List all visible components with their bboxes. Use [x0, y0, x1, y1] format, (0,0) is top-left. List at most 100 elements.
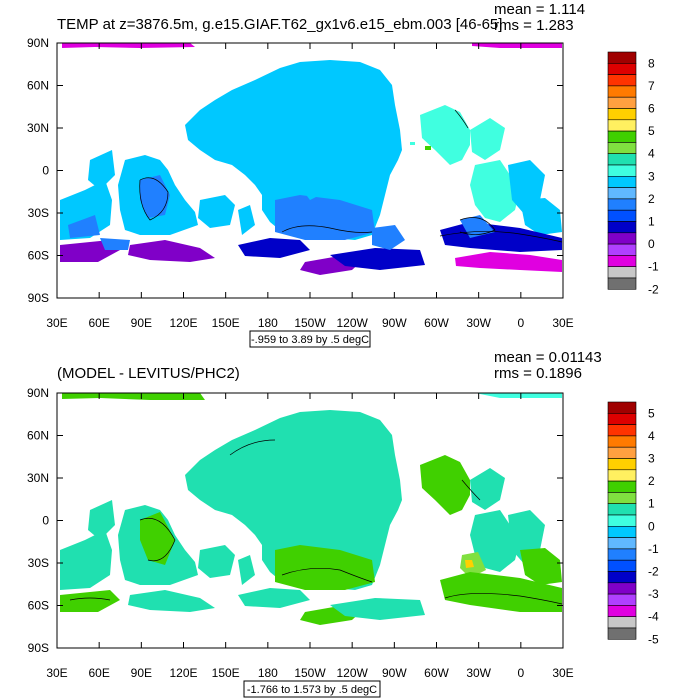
colorbar-swatch	[607, 559, 637, 572]
range-label: -1.766 to 1.573 by .5 degC	[247, 684, 377, 696]
colorbar-label: -4	[648, 610, 659, 624]
colorbar-swatch	[607, 435, 637, 448]
panel-title: (MODEL - LEVITUS/PHC2)	[57, 365, 240, 382]
colorbar-swatch	[607, 130, 637, 143]
colorbar-swatch	[607, 51, 637, 64]
panel-title: TEMP at z=3876.5m, g.e15.GIAF.T62_gx1v6.…	[57, 16, 502, 33]
colorbar-swatch	[607, 593, 637, 606]
x-tick-label: 90E	[131, 666, 152, 680]
colorbar-swatch	[607, 232, 637, 245]
x-tick-label: 0	[517, 666, 524, 680]
colorbar-label: 4	[648, 147, 655, 161]
colorbar-swatch	[607, 62, 637, 75]
colorbar: 8 7 6 5 4 3 2 1 0 -1 -2	[607, 51, 659, 296]
range-label: -.959 to 3.89 by .5 degC	[251, 334, 369, 346]
y-ticks: 90N 60N 30N 0 30S 60S 90S	[27, 36, 563, 305]
colorbar-swatch	[607, 164, 637, 177]
x-tick-label: 120W	[336, 316, 368, 330]
colorbar-swatch	[607, 537, 637, 550]
colorbar-swatch	[607, 412, 637, 425]
x-tick-label: 90W	[382, 666, 407, 680]
colorbar-swatch	[607, 85, 637, 98]
colorbar-label: -2	[648, 282, 659, 296]
colorbar-label: 7	[648, 79, 655, 93]
colorbar: 5 4 3 2 1 0 -1 -2 -3 -4 -5	[607, 401, 659, 646]
colorbar-label: -5	[648, 632, 659, 646]
colorbar-swatch	[607, 446, 637, 459]
x-tick-label: 150W	[294, 316, 326, 330]
x-tick-label: 30E	[46, 666, 67, 680]
colorbar-swatch	[607, 142, 637, 154]
x-ticks: 30E 60E 90E 120E 150E 180 150W 120W 90W 60W 30W 0 30…	[46, 43, 574, 330]
y-tick-label: 60S	[28, 249, 49, 263]
colorbar-swatch	[607, 525, 637, 538]
x-tick-label: 60W	[424, 666, 449, 680]
colorbar-swatch	[607, 96, 637, 109]
colorbar-label: -1	[648, 542, 659, 556]
y-tick-label: 0	[42, 514, 49, 528]
colorbar-label: 5	[648, 406, 655, 420]
colorbar-label: 6	[648, 102, 655, 116]
colorbar-swatch	[607, 119, 637, 132]
y-tick-label: 90S	[28, 291, 49, 305]
y-tick-label: 60N	[27, 429, 49, 443]
colorbar-label: 0	[648, 237, 655, 251]
colorbar-swatch	[607, 74, 637, 87]
colorbar-label: 5	[648, 124, 655, 138]
y-tick-label: 60S	[28, 599, 49, 613]
range-box	[249, 330, 371, 348]
colorbar-swatch	[607, 277, 637, 290]
colorbar-swatch	[607, 187, 637, 200]
colorbar-label: 1	[648, 215, 655, 229]
colorbar-swatch	[607, 266, 637, 279]
colorbar-swatch	[607, 198, 637, 211]
colorbar-label: -2	[648, 565, 659, 579]
colorbar-label: -1	[648, 260, 659, 274]
colorbar-swatch	[607, 108, 637, 121]
colorbar-label: 8	[648, 56, 655, 70]
colorbar-swatch	[607, 458, 637, 471]
colorbar-swatch	[607, 209, 637, 222]
y-tick-label: 90N	[27, 386, 49, 400]
y-tick-label: 60N	[27, 79, 49, 93]
x-tick-label: 60W	[424, 316, 449, 330]
colorbar-label: 1	[648, 497, 655, 511]
x-tick-label: 0	[517, 316, 524, 330]
x-tick-label: 120W	[336, 666, 368, 680]
colorbar-swatch	[607, 582, 637, 595]
x-tick-label: 60E	[88, 316, 109, 330]
map-area	[60, 43, 563, 275]
panel-temp: TEMP at z=3876.5m, g.e15.GIAF.T62_gx1v6.…	[27, 1, 659, 348]
x-tick-label: 30E	[552, 666, 573, 680]
colorbar-swatch	[607, 221, 637, 234]
x-tick-label: 150E	[212, 316, 240, 330]
colorbar-label: 2	[648, 192, 655, 206]
x-tick-label: 30W	[466, 316, 491, 330]
mean-label: mean = 1.114	[494, 1, 585, 18]
y-ticks: 90N 60N 30N 0 30S 60S 90S	[27, 386, 563, 655]
colorbar-swatch	[607, 627, 637, 640]
colorbar-swatch	[607, 514, 637, 527]
x-tick-label: 90E	[131, 316, 152, 330]
panel-diff: (MODEL - LEVITUS/PHC2) mean = 0.01143 rm…	[27, 349, 659, 698]
colorbar-swatch	[607, 605, 637, 618]
y-tick-label: 90N	[27, 36, 49, 50]
x-tick-label: 90W	[382, 316, 407, 330]
x-tick-label: 120E	[169, 316, 197, 330]
y-tick-label: 90S	[28, 641, 49, 655]
colorbar-swatch	[607, 503, 637, 516]
colorbar-label: 2	[648, 474, 655, 488]
colorbar-swatch	[607, 243, 637, 256]
colorbar-label: 3	[648, 169, 655, 183]
x-tick-label: 60E	[88, 666, 109, 680]
y-tick-label: 30N	[27, 121, 49, 135]
y-tick-label: 30N	[27, 471, 49, 485]
colorbar-swatch	[607, 176, 637, 188]
x-ticks: 30E 60E 90E 120E 150E 180 150W 120W 90W 60W 30W 0 30…	[46, 393, 574, 680]
x-tick-label: 30E	[46, 316, 67, 330]
colorbar-swatch	[607, 548, 637, 561]
colorbar-swatch	[607, 492, 637, 504]
rms-label: rms = 1.283	[494, 17, 574, 34]
x-tick-label: 180	[258, 666, 278, 680]
